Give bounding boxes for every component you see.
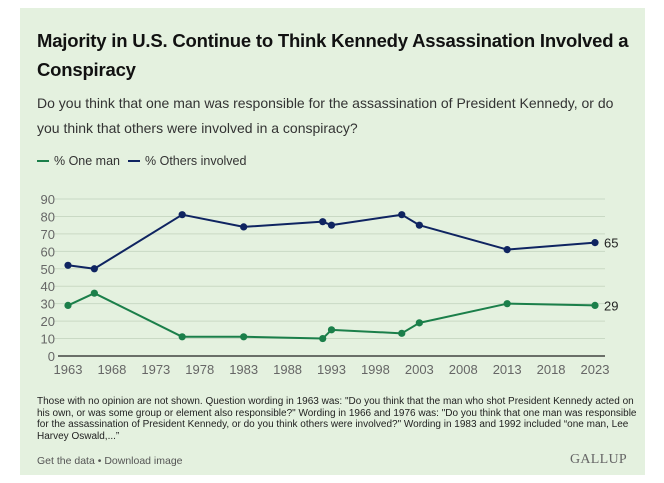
legend-item-one-man[interactable]: % One man: [37, 154, 120, 168]
footer-links: Get the data • Download image: [37, 455, 183, 467]
gallup-logo: GALLUP: [569, 452, 627, 467]
data-point-one-man: [398, 329, 406, 337]
x-tick-label: 2008: [449, 362, 478, 377]
download-image-link[interactable]: Download image: [104, 455, 183, 467]
x-tick-label: 2018: [537, 362, 566, 377]
data-point-others: [398, 211, 406, 219]
y-tick-label: 30: [41, 297, 55, 312]
chart-card: Majority in U.S. Continue to Think Kenne…: [20, 8, 645, 475]
footer-separator: •: [94, 455, 105, 467]
x-tick-label: 1978: [185, 362, 214, 377]
chart-subtitle: Do you think that one man was responsibl…: [37, 95, 614, 136]
x-tick-label: 1998: [361, 362, 390, 377]
data-point-others: [178, 211, 186, 219]
data-point-one-man: [415, 319, 423, 327]
data-point-one-man: [591, 301, 599, 310]
legend-item-others-involved[interactable]: % Others involved: [128, 154, 246, 168]
data-point-one-man: [90, 289, 98, 297]
series-line-one-man: [67, 292, 596, 340]
data-point-others: [415, 221, 423, 229]
data-point-one-man: [319, 334, 327, 343]
data-point-one-man: [327, 326, 336, 334]
data-point-others: [327, 221, 336, 229]
x-tick-label: 1983: [229, 362, 258, 377]
legend-swatch-others-involved: [128, 160, 141, 162]
y-tick-label: 60: [41, 244, 55, 259]
data-point-one-man: [503, 300, 511, 308]
data-point-others: [240, 223, 248, 231]
x-tick-label: 2013: [493, 362, 522, 377]
series-line-others: [67, 213, 596, 270]
data-point-others: [90, 265, 98, 273]
legend-label-others-involved: % Others involved: [145, 154, 247, 168]
x-tick-label: 1993: [317, 362, 346, 377]
y-tick-label: 0: [48, 349, 55, 364]
data-point-others: [319, 218, 327, 226]
y-tick-label: 40: [41, 279, 55, 294]
data-point-others: [64, 261, 72, 269]
data-point-one-man: [240, 333, 248, 341]
chart-title: Majority in U.S. Continue to Think Kenne…: [37, 30, 629, 80]
data-point-others: [591, 239, 599, 247]
y-tick-label: 20: [41, 314, 55, 329]
x-tick-label: 1968: [97, 362, 126, 377]
end-label-others: 65: [604, 236, 618, 251]
legend-swatch-one-man: [37, 160, 49, 162]
x-tick-label: 2023: [581, 362, 610, 377]
x-tick-label: 2003: [405, 362, 434, 377]
data-point-one-man: [178, 333, 186, 341]
y-tick-label: 90: [41, 192, 55, 207]
y-tick-label: 70: [41, 227, 55, 242]
legend-label-one-man: % One man: [54, 154, 121, 168]
data-point-others: [503, 245, 511, 254]
x-tick-label: 1973: [141, 362, 170, 377]
get-the-data-link[interactable]: Get the data: [37, 455, 95, 467]
end-label-one-man: 29: [604, 298, 618, 313]
x-tick-label: 1963: [54, 362, 83, 377]
x-tick-label: 1988: [273, 362, 302, 377]
y-tick-label: 10: [41, 332, 55, 347]
y-tick-label: 50: [41, 262, 55, 277]
data-point-one-man: [64, 301, 72, 310]
y-tick-label: 80: [41, 209, 55, 224]
legend: % One man % Others involved: [37, 154, 254, 168]
chart-footnote: Those with no opinion are not shown. Que…: [37, 396, 637, 442]
